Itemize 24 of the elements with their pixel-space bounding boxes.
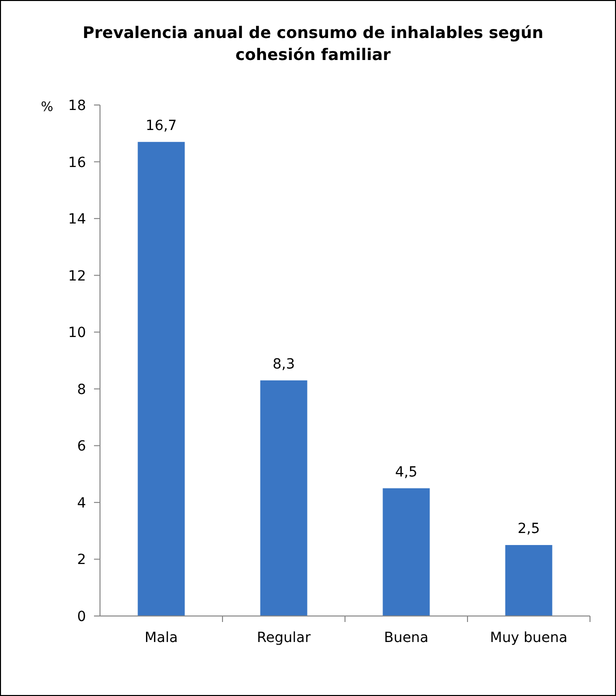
data-label: 2,5 [518,521,540,538]
y-tick-label: 6 [77,438,86,455]
data-label: 4,5 [395,464,418,480]
x-tick-label: Mala [144,630,178,646]
bar [138,142,185,616]
y-tick-label: 2 [77,552,86,568]
bar [505,545,552,616]
y-tick-label: 18 [68,98,86,114]
data-label: 8,3 [272,356,295,372]
y-axis-title: % [40,100,54,115]
y-tick-label: 16 [68,154,86,171]
bar [260,380,308,616]
x-tick-label: Regular [256,630,311,646]
chart-title: Prevalencia anual de consumo de inhalables según cohesión familiar [82,23,544,64]
y-tick-label: 0 [77,609,86,625]
data-label: 16,7 [146,118,177,134]
bar [382,488,430,616]
y-tick-label: 4 [77,495,86,512]
x-tick-label: Buena [384,630,429,646]
y-tick-label: 12 [68,268,86,284]
x-tick-label: Muy buena [490,630,568,646]
y-tick-label: 8 [77,382,86,398]
y-tick-label: 14 [68,212,86,228]
y-tick-label: 10 [68,325,86,342]
